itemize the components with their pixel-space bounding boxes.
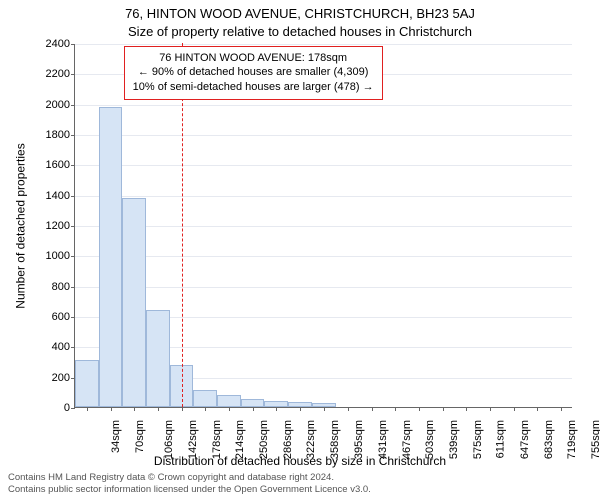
- y-tick-label: 2200: [20, 68, 70, 80]
- x-tick-mark: [134, 407, 135, 411]
- gridline: [75, 287, 572, 288]
- x-tick-mark: [158, 407, 159, 411]
- y-tick-mark: [71, 44, 75, 45]
- x-tick-label: 683sqm: [543, 420, 555, 459]
- histogram-bar: [75, 360, 99, 407]
- y-tick-label: 2000: [20, 99, 70, 111]
- y-tick-label: 600: [20, 311, 70, 323]
- histogram-bar: [146, 310, 170, 407]
- x-tick-label: 431sqm: [377, 420, 389, 459]
- x-tick-mark: [348, 407, 349, 411]
- x-axis-title: Distribution of detached houses by size …: [0, 454, 600, 468]
- gridline: [75, 196, 572, 197]
- x-tick-mark: [514, 407, 515, 411]
- x-tick-mark: [372, 407, 373, 411]
- y-tick-label: 1600: [20, 159, 70, 171]
- y-tick-label: 2400: [20, 38, 70, 50]
- x-tick-label: 467sqm: [401, 420, 413, 459]
- y-tick-label: 400: [20, 341, 70, 353]
- info-annotation-line: 76 HINTON WOOD AVENUE: 178sqm: [133, 51, 374, 66]
- y-tick-mark: [71, 256, 75, 257]
- x-tick-mark: [182, 407, 183, 411]
- x-tick-label: 719sqm: [567, 420, 579, 459]
- x-tick-label: 178sqm: [211, 420, 223, 459]
- x-tick-mark: [276, 407, 277, 411]
- chart-plot-area: 76 HINTON WOOD AVENUE: 178sqm← 90% of de…: [74, 44, 572, 408]
- histogram-bar: [122, 198, 146, 407]
- y-tick-mark: [71, 135, 75, 136]
- x-tick-mark: [205, 407, 206, 411]
- y-tick-mark: [71, 105, 75, 106]
- y-tick-label: 1200: [20, 220, 70, 232]
- x-tick-mark: [395, 407, 396, 411]
- histogram-bar: [99, 107, 123, 407]
- histogram-bar: [217, 395, 241, 407]
- chart-container: 76, HINTON WOOD AVENUE, CHRISTCHURCH, BH…: [0, 0, 600, 500]
- x-tick-mark: [324, 407, 325, 411]
- y-tick-label: 1000: [20, 250, 70, 262]
- x-tick-mark: [419, 407, 420, 411]
- y-tick-label: 800: [20, 281, 70, 293]
- x-tick-mark: [490, 407, 491, 411]
- x-tick-label: 250sqm: [258, 420, 270, 459]
- x-tick-mark: [443, 407, 444, 411]
- gridline: [75, 105, 572, 106]
- x-tick-mark: [537, 407, 538, 411]
- histogram-bar: [193, 390, 217, 407]
- x-tick-mark: [466, 407, 467, 411]
- x-tick-mark: [229, 407, 230, 411]
- x-tick-label: 539sqm: [448, 420, 460, 459]
- info-annotation-line: ← 90% of detached houses are smaller (4,…: [133, 65, 374, 80]
- chart-title-line1: 76, HINTON WOOD AVENUE, CHRISTCHURCH, BH…: [0, 6, 600, 21]
- y-tick-label: 1800: [20, 129, 70, 141]
- y-tick-mark: [71, 165, 75, 166]
- histogram-bar: [241, 399, 265, 407]
- y-tick-mark: [71, 74, 75, 75]
- x-tick-label: 142sqm: [187, 420, 199, 459]
- gridline: [75, 165, 572, 166]
- footer-line1: Contains HM Land Registry data © Crown c…: [8, 472, 371, 484]
- x-tick-mark: [300, 407, 301, 411]
- x-tick-label: 647sqm: [519, 420, 531, 459]
- y-tick-mark: [71, 226, 75, 227]
- x-tick-label: 106sqm: [163, 420, 175, 459]
- y-tick-mark: [71, 196, 75, 197]
- gridline: [75, 135, 572, 136]
- x-tick-label: 611sqm: [495, 420, 507, 458]
- x-tick-label: 214sqm: [234, 420, 246, 459]
- footer-attribution: Contains HM Land Registry data © Crown c…: [8, 472, 371, 496]
- y-tick-mark: [71, 408, 75, 409]
- x-tick-mark: [87, 407, 88, 411]
- gridline: [75, 256, 572, 257]
- info-annotation-box: 76 HINTON WOOD AVENUE: 178sqm← 90% of de…: [124, 46, 383, 101]
- x-tick-label: 286sqm: [282, 420, 294, 459]
- x-tick-label: 322sqm: [305, 420, 317, 459]
- x-tick-label: 755sqm: [590, 420, 600, 459]
- x-tick-label: 575sqm: [472, 420, 484, 459]
- x-tick-mark: [561, 407, 562, 411]
- y-tick-mark: [71, 317, 75, 318]
- x-tick-label: 70sqm: [134, 420, 146, 453]
- x-tick-mark: [253, 407, 254, 411]
- y-tick-mark: [71, 347, 75, 348]
- y-tick-label: 0: [20, 402, 70, 414]
- x-tick-mark: [111, 407, 112, 411]
- y-tick-mark: [71, 287, 75, 288]
- gridline: [75, 226, 572, 227]
- footer-line2: Contains public sector information licen…: [8, 484, 371, 496]
- info-annotation-line: 10% of semi-detached houses are larger (…: [133, 80, 374, 95]
- x-tick-label: 34sqm: [110, 420, 122, 453]
- x-tick-label: 395sqm: [353, 420, 365, 459]
- x-tick-label: 503sqm: [425, 420, 437, 459]
- y-tick-label: 1400: [20, 190, 70, 202]
- y-tick-label: 200: [20, 372, 70, 384]
- x-tick-label: 358sqm: [329, 420, 341, 459]
- chart-title-line2: Size of property relative to detached ho…: [0, 24, 600, 39]
